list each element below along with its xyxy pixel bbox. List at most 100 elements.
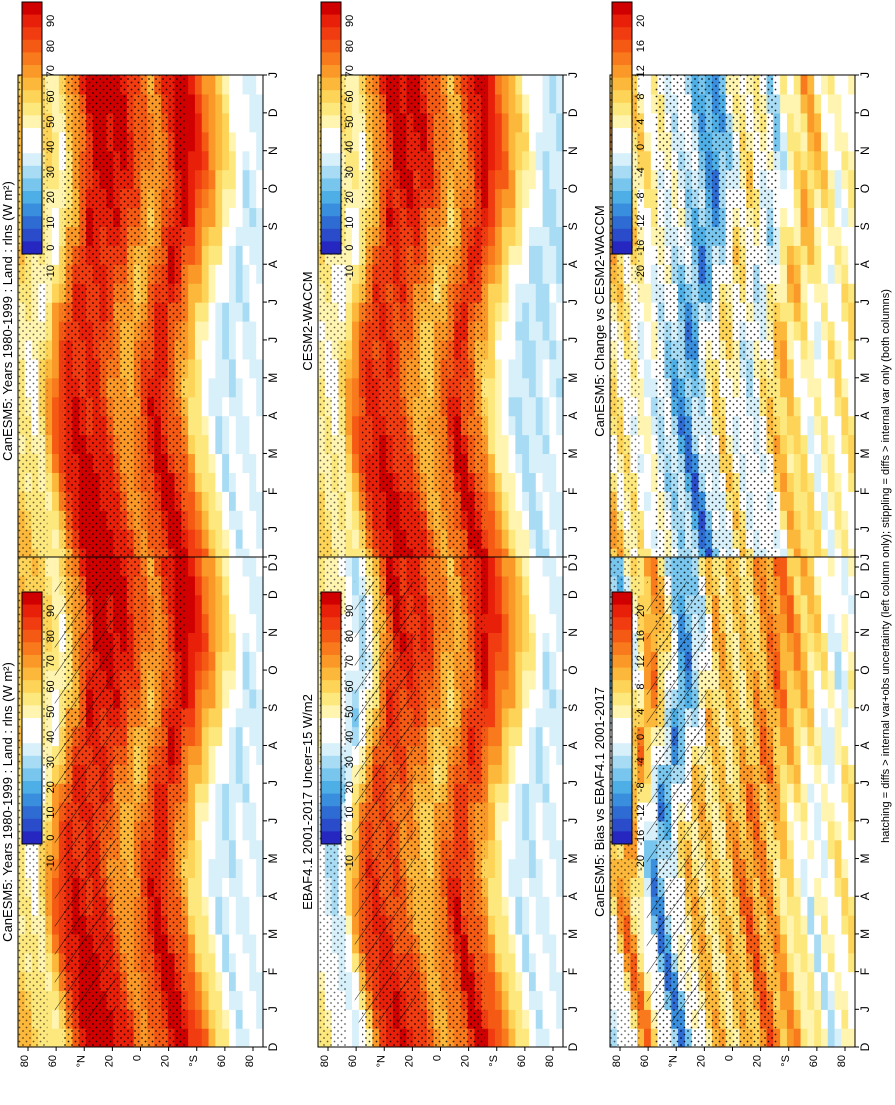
panel-0-cell <box>229 453 236 473</box>
panel-1-cell <box>236 972 243 991</box>
panel-1-cell <box>202 934 209 953</box>
panel-2-cell <box>536 472 543 492</box>
panel-0-month-label: D <box>266 108 280 117</box>
panel-1-cell <box>236 708 243 727</box>
panel-0-cell <box>222 283 229 303</box>
panel-4-cell <box>780 207 787 227</box>
panel-3-month-label: N <box>566 628 580 637</box>
panel-3-cell <box>502 727 509 746</box>
panel-2-cell <box>502 397 509 417</box>
panel-1-cell <box>202 896 209 915</box>
panel-2-cell <box>522 283 529 303</box>
panel-1-cell <box>209 953 216 972</box>
panel-1-cell <box>222 632 229 651</box>
panel-4-cell <box>848 189 855 209</box>
panel-0-cell <box>202 491 209 511</box>
panel-1-cell <box>188 595 195 614</box>
panel-4-cell <box>780 321 787 341</box>
panel-4-cell <box>801 264 808 284</box>
panel-2-cell <box>549 340 556 360</box>
panel-4-cell <box>814 226 821 246</box>
panel-0-cell <box>215 245 222 265</box>
panel-2-cell <box>502 226 509 246</box>
panel-3-cell <box>556 915 563 934</box>
panel-1-cell <box>195 632 202 651</box>
panel-4-month-label: D <box>858 108 872 117</box>
panel-1-month-label: A <box>266 741 280 749</box>
panel-4-cell <box>841 264 848 284</box>
panel-3-hatching <box>355 582 416 1023</box>
panel-1-cell <box>229 840 236 859</box>
panel-3-lat-label: 60 <box>516 1055 528 1067</box>
panel-3-cell <box>515 670 522 689</box>
panel-1-cell <box>215 877 222 896</box>
panel-2-cell <box>543 491 550 511</box>
panel-4-cell <box>780 397 787 417</box>
panel-0-cell <box>249 245 256 265</box>
panel-2-cell <box>549 435 556 455</box>
panel-4-cell <box>644 529 651 549</box>
panel-2-cell <box>529 302 536 322</box>
panel-3-cell <box>495 972 502 991</box>
panel-3-cell <box>536 934 543 953</box>
panel-0-cell <box>209 264 216 284</box>
panel-4-cell <box>814 132 821 152</box>
panel-3-cell <box>529 934 536 953</box>
panel-2-cell <box>522 359 529 379</box>
panel-0-cell <box>195 132 202 152</box>
panel-3-cell <box>509 877 516 896</box>
panel-4-cell <box>807 207 814 227</box>
panel-0-cell <box>215 435 222 455</box>
panel-0-cell <box>215 359 222 379</box>
panel-1-cell <box>243 953 250 972</box>
panel-1-cell <box>236 1009 243 1028</box>
panel-2-cell <box>495 529 502 549</box>
panel-1-cell <box>249 896 256 915</box>
panel-0-month-label: M <box>266 373 280 383</box>
panel-0-cell <box>256 245 263 265</box>
panel-3-cell <box>352 557 359 576</box>
panel-0-cell <box>209 321 216 341</box>
panel-2-cell <box>509 472 516 492</box>
panel-2-cell <box>515 321 522 341</box>
panel-0-month-label: J <box>266 299 280 305</box>
panel-1-cell <box>215 783 222 802</box>
panel-4-month-label: A <box>858 260 872 268</box>
panel-4-cell <box>787 472 794 492</box>
panel-0-cell <box>236 302 243 322</box>
panel-4-cell <box>787 264 794 284</box>
panel-1-cell <box>202 877 209 896</box>
panel-1-cell <box>195 934 202 953</box>
panel-0-cell <box>236 340 243 360</box>
panel-3-cell <box>522 840 529 859</box>
panel-2-cell <box>529 397 536 417</box>
panel-1-cell <box>249 1028 256 1047</box>
panel-0-cell <box>229 264 236 284</box>
panel-4-cell <box>807 75 814 95</box>
panel-4-cell <box>801 416 808 436</box>
panel-3-cell <box>536 557 543 576</box>
panel-2-cell <box>543 397 550 417</box>
panel-1-cell <box>243 990 250 1009</box>
panel-4-cell <box>787 529 794 549</box>
panel-4-cell <box>835 283 842 303</box>
panel-2-cell <box>536 510 543 530</box>
panel-2-cell <box>536 435 543 455</box>
panel-2-cell <box>529 321 536 341</box>
panel-3-cell <box>509 859 516 878</box>
panel-0-cell <box>215 207 222 227</box>
panel-0-cell <box>249 207 256 227</box>
panel-2-cell <box>495 397 502 417</box>
panel-1-cell <box>209 614 216 633</box>
panel-2-cell <box>488 472 495 492</box>
panel-1-cell <box>222 896 229 915</box>
panel-2-cell <box>549 416 556 436</box>
panel-0-cell <box>52 416 59 436</box>
panel-4-cell <box>821 207 828 227</box>
panel-4-cell <box>814 472 821 492</box>
panel-1-cell <box>222 953 229 972</box>
panel-2-cell <box>529 245 536 265</box>
panel-1-lat-label: 0 <box>132 1055 144 1061</box>
panel-3-cell <box>502 821 509 840</box>
panel-3-cell <box>549 972 556 991</box>
